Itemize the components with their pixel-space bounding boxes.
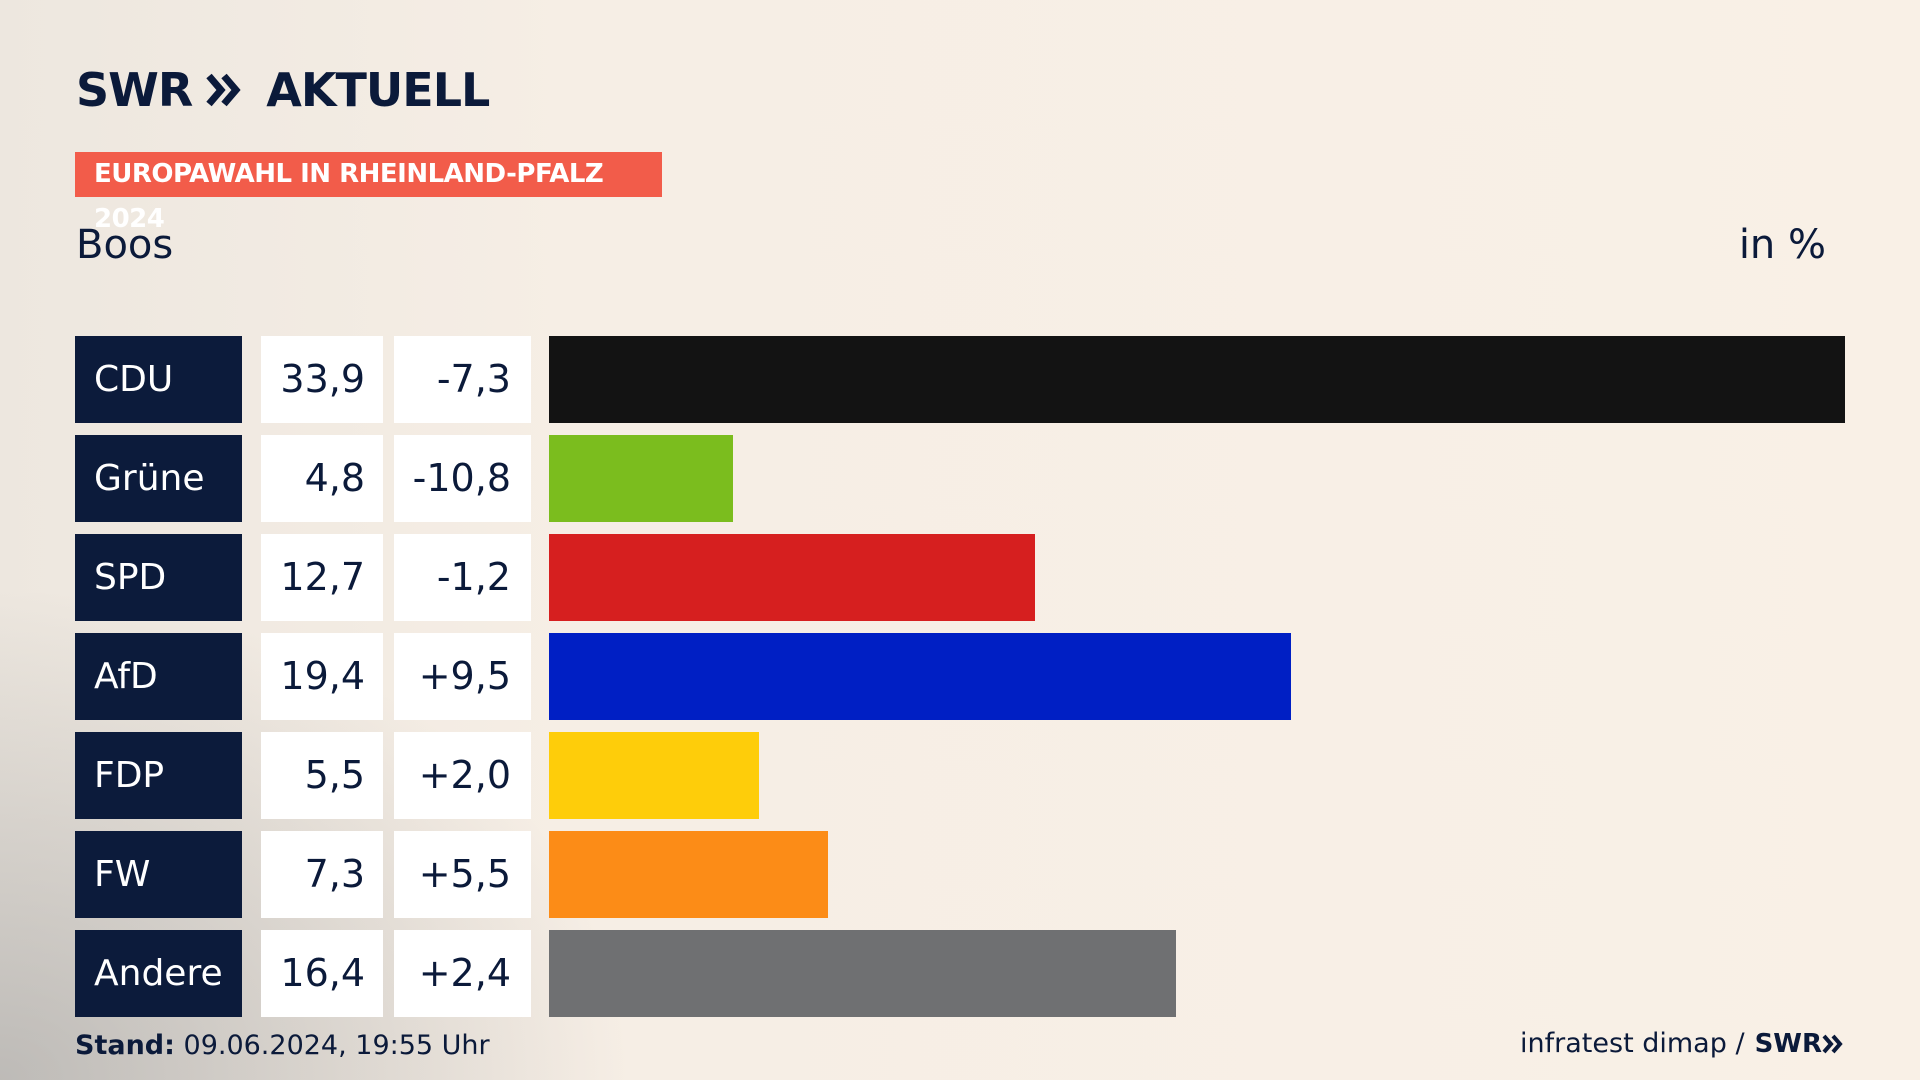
result-bar bbox=[549, 633, 1291, 720]
result-row: Andere 16,4 +2,4 bbox=[75, 930, 1845, 1017]
place-title: Boos bbox=[76, 222, 174, 268]
change-value: +2,4 bbox=[394, 930, 531, 1017]
result-bar bbox=[549, 534, 1035, 621]
vote-share-value: 4,8 bbox=[261, 435, 383, 522]
vote-share-value: 33,9 bbox=[261, 336, 383, 423]
logo-aktuell-text: AKTUELL bbox=[266, 63, 490, 117]
logo-swr-text: SWR bbox=[76, 63, 193, 117]
source-credit: infratest dimap / SWR bbox=[1520, 1028, 1844, 1059]
change-value: -10,8 bbox=[394, 435, 531, 522]
party-label: Grüne bbox=[75, 435, 242, 522]
result-row: SPD 12,7 -1,2 bbox=[75, 534, 1845, 621]
result-bar bbox=[549, 930, 1176, 1017]
change-value: -1,2 bbox=[394, 534, 531, 621]
result-row: FW 7,3 +5,5 bbox=[75, 831, 1845, 918]
result-bar bbox=[549, 831, 828, 918]
result-bar bbox=[549, 336, 1845, 423]
vote-share-value: 19,4 bbox=[261, 633, 383, 720]
vote-share-value: 16,4 bbox=[261, 930, 383, 1017]
vote-share-value: 5,5 bbox=[261, 732, 383, 819]
swr-small-logo-text: SWR bbox=[1754, 1028, 1822, 1059]
result-row: Grüne 4,8 -10,8 bbox=[75, 435, 1845, 522]
small-double-chevron-icon bbox=[1822, 1034, 1843, 1053]
double-chevron-icon bbox=[206, 72, 242, 108]
unit-label: in % bbox=[1738, 222, 1826, 268]
change-value: -7,3 bbox=[394, 336, 531, 423]
timestamp: Stand: 09.06.2024, 19:55 Uhr bbox=[75, 1030, 490, 1061]
party-label: SPD bbox=[75, 534, 242, 621]
result-bar bbox=[549, 732, 759, 819]
party-label: FDP bbox=[75, 732, 242, 819]
result-row: FDP 5,5 +2,0 bbox=[75, 732, 1845, 819]
vote-share-value: 12,7 bbox=[261, 534, 383, 621]
change-value: +2,0 bbox=[394, 732, 531, 819]
result-bar bbox=[549, 435, 733, 522]
change-value: +5,5 bbox=[394, 831, 531, 918]
result-row: CDU 33,9 -7,3 bbox=[75, 336, 1845, 423]
change-value: +9,5 bbox=[394, 633, 531, 720]
party-label: FW bbox=[75, 831, 242, 918]
source-text: infratest dimap / bbox=[1520, 1028, 1745, 1059]
swr-small-logo: SWR bbox=[1755, 1029, 1844, 1059]
vote-share-value: 7,3 bbox=[261, 831, 383, 918]
result-row: AfD 19,4 +9,5 bbox=[75, 633, 1845, 720]
stand-label: Stand: bbox=[75, 1030, 175, 1061]
stand-value: 09.06.2024, 19:55 Uhr bbox=[183, 1030, 490, 1061]
swr-aktuell-logo: SWR AKTUELL bbox=[76, 63, 490, 117]
party-label: AfD bbox=[75, 633, 242, 720]
party-label: CDU bbox=[75, 336, 242, 423]
election-badge: EUROPAWAHL IN RHEINLAND-PFALZ 2024 bbox=[75, 152, 662, 234]
party-label: Andere bbox=[75, 930, 242, 1017]
